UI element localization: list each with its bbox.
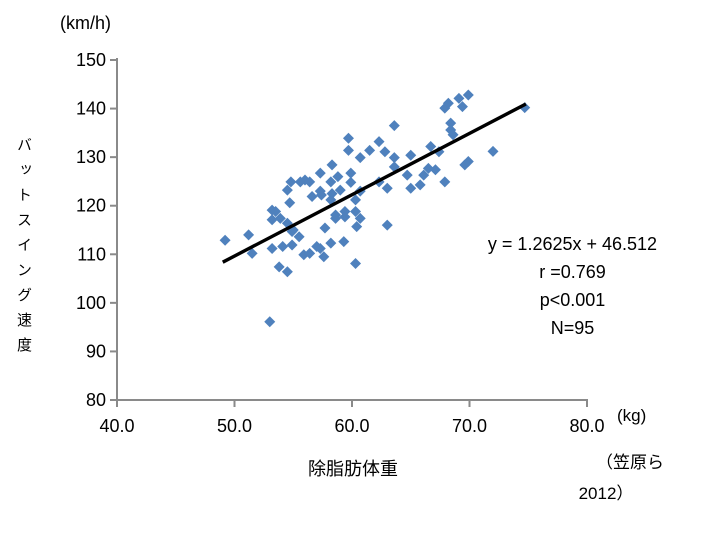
x-tick-label: 40.0 <box>99 416 134 436</box>
data-point <box>306 190 318 202</box>
data-point <box>326 188 338 200</box>
y-tick-label: 140 <box>76 99 106 119</box>
x-tick-label: 70.0 <box>452 416 487 436</box>
data-point <box>243 229 255 241</box>
data-point <box>338 236 350 248</box>
data-point <box>351 221 363 233</box>
data-point <box>418 169 430 181</box>
data-point <box>354 152 366 164</box>
data-point <box>326 159 338 171</box>
data-point <box>401 169 413 181</box>
data-point <box>339 211 351 223</box>
data-point <box>447 129 459 141</box>
data-point <box>281 184 293 196</box>
data-point <box>462 156 474 168</box>
data-point <box>381 219 393 231</box>
data-point <box>284 197 296 209</box>
p-value: p<0.001 <box>539 290 606 310</box>
data-point <box>350 206 362 218</box>
y-tick-label: 130 <box>76 147 106 167</box>
y-tick-label: 80 <box>86 390 106 410</box>
data-point <box>456 101 468 113</box>
data-point <box>330 212 342 224</box>
data-point <box>405 149 417 161</box>
data-point <box>325 237 337 249</box>
data-point <box>487 145 499 157</box>
data-point <box>266 242 278 254</box>
data-point <box>405 182 417 194</box>
data-point <box>274 212 286 224</box>
data-point <box>414 179 426 191</box>
data-point <box>270 206 282 218</box>
data-point <box>350 194 362 206</box>
data-point <box>425 140 437 152</box>
data-point <box>350 258 362 270</box>
x-axis-unit-label: (kg) <box>617 406 647 425</box>
y-axis-unit-label: (km/h) <box>60 13 111 33</box>
data-point <box>422 162 434 174</box>
data-point <box>285 176 297 188</box>
data-point <box>318 251 330 263</box>
data-point <box>388 120 400 132</box>
data-point <box>332 171 344 183</box>
data-point <box>319 222 331 234</box>
data-point <box>264 316 276 328</box>
data-point <box>342 144 354 156</box>
data-point <box>439 176 451 188</box>
x-tick-label: 50.0 <box>217 416 252 436</box>
data-point <box>453 92 465 104</box>
scatter-series <box>219 89 531 328</box>
data-point <box>286 239 298 251</box>
data-point <box>445 117 457 129</box>
data-point <box>442 97 454 109</box>
data-point <box>345 167 357 179</box>
data-point <box>266 214 278 226</box>
data-point <box>277 241 289 253</box>
axes <box>110 58 588 407</box>
data-point <box>293 231 305 243</box>
data-point <box>315 189 327 201</box>
data-point <box>334 184 346 196</box>
data-point <box>381 182 393 194</box>
x-tick-label: 80.0 <box>569 416 604 436</box>
sample-size: N=95 <box>550 318 595 338</box>
data-point <box>345 176 357 188</box>
data-point <box>462 89 474 101</box>
y-tick-label: 90 <box>86 341 106 361</box>
correlation-coefficient: r =0.769 <box>539 262 606 282</box>
data-point <box>364 144 376 156</box>
trend-line <box>221 102 527 264</box>
regression-annotation: y = 1.2625x + 46.512 r =0.769 p<0.001 N=… <box>455 230 690 342</box>
data-point <box>429 164 441 176</box>
data-point <box>354 212 366 224</box>
x-axis-title: 除脂肪体重 <box>308 459 398 479</box>
data-point <box>273 261 285 273</box>
data-point <box>373 136 385 148</box>
data-point <box>281 266 293 278</box>
x-tick-label: 60.0 <box>334 416 369 436</box>
citation-line2: 2012） <box>578 484 634 503</box>
data-point <box>304 176 316 188</box>
regression-equation: y = 1.2625x + 46.512 <box>487 234 658 254</box>
y-tick-label: 100 <box>76 293 106 313</box>
data-point <box>314 167 326 179</box>
data-point <box>246 247 258 259</box>
data-point <box>342 132 354 144</box>
y-tick-label: 150 <box>76 50 106 70</box>
y-tick-label: 110 <box>77 244 106 264</box>
data-point <box>314 242 326 254</box>
data-point <box>388 152 400 164</box>
data-point <box>219 234 231 246</box>
y-axis-title: バットスイング速度 <box>15 137 32 362</box>
tick-labels: 80 90 100 110 120 130 140 150 40.0 50.0 60.0 70.0 80… <box>76 50 605 436</box>
citation-line1: （笠原ら <box>596 453 664 472</box>
data-point <box>379 146 391 158</box>
y-tick-label: 120 <box>76 196 106 216</box>
data-point <box>325 176 337 188</box>
data-point <box>304 247 316 259</box>
